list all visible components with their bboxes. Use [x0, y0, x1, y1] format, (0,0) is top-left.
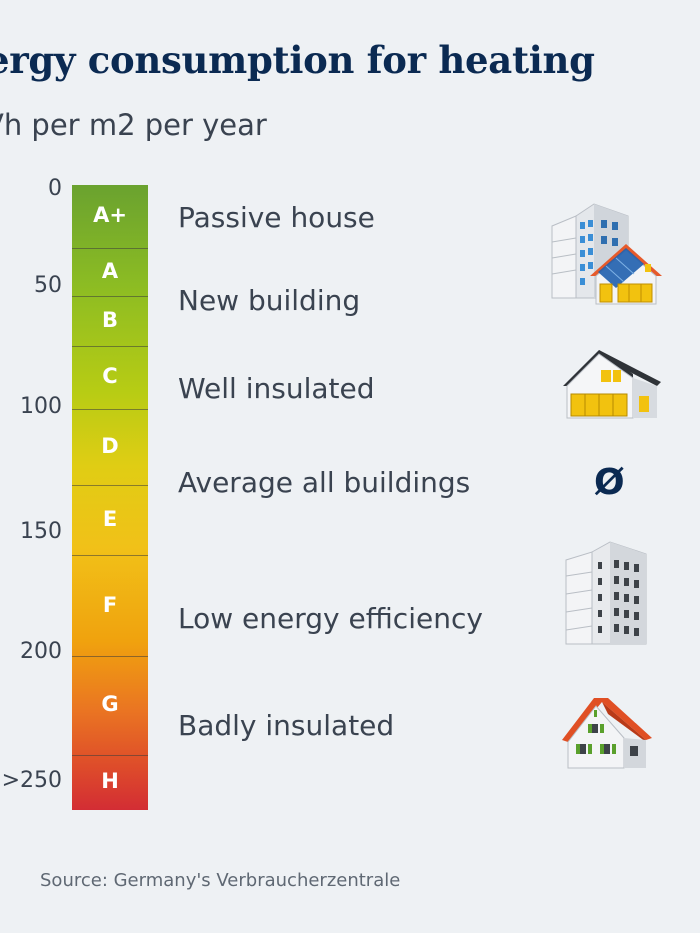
annotation-well-insulated: Well insulated — [178, 372, 375, 405]
grade-band-divider — [72, 346, 148, 348]
passive-house-buildings-icon — [551, 203, 662, 305]
grade-band-label: F — [102, 592, 118, 617]
y-tick-label: 150 — [20, 519, 62, 544]
grade-band-divider — [72, 247, 148, 249]
annotation-average-all-buildings: Average all buildings — [178, 466, 471, 499]
grade-band-label: D — [101, 434, 119, 459]
grade-band-label: E — [102, 507, 118, 532]
grade-band-label: C — [102, 364, 118, 389]
chart-subtitle: Vh per m2 per year — [0, 108, 267, 142]
y-tick-label: 50 — [34, 273, 62, 298]
grade-band-divider — [72, 408, 148, 410]
apartment-block-icon — [565, 541, 647, 645]
y-tick-label: >250 — [1, 768, 62, 793]
chart-title: ergy consumption for heating — [0, 38, 595, 82]
grade-band-divider — [72, 754, 148, 756]
well-insulated-house-icon — [563, 350, 661, 419]
energy-scale-bar: A+ A B C D E F G H — [72, 185, 148, 810]
grade-band-label: A+ — [93, 203, 127, 228]
grade-band-divider — [72, 295, 148, 297]
grade-band-divider — [72, 485, 148, 487]
y-tick-label: 100 — [20, 394, 62, 419]
annotation-passive-house: Passive house — [178, 201, 375, 234]
grade-band-label: G — [101, 692, 119, 717]
average-symbol-icon: Ø — [594, 462, 625, 503]
grade-band-divider — [72, 656, 148, 658]
annotation-new-building: New building — [178, 284, 361, 317]
y-tick-label: 0 — [48, 176, 62, 201]
old-house-icon — [562, 698, 652, 769]
grade-band-label: H — [101, 769, 119, 794]
grade-band-label: B — [101, 307, 118, 332]
annotation-badly-insulated: Badly insulated — [178, 709, 395, 742]
y-tick-label: 200 — [20, 639, 62, 664]
grade-band-label: A — [101, 258, 119, 283]
grade-band-divider — [72, 555, 148, 557]
annotation-low-energy-efficiency: Low energy efficiency — [178, 602, 483, 635]
source-note: Source: Germany's Verbraucherzentrale — [40, 870, 401, 891]
